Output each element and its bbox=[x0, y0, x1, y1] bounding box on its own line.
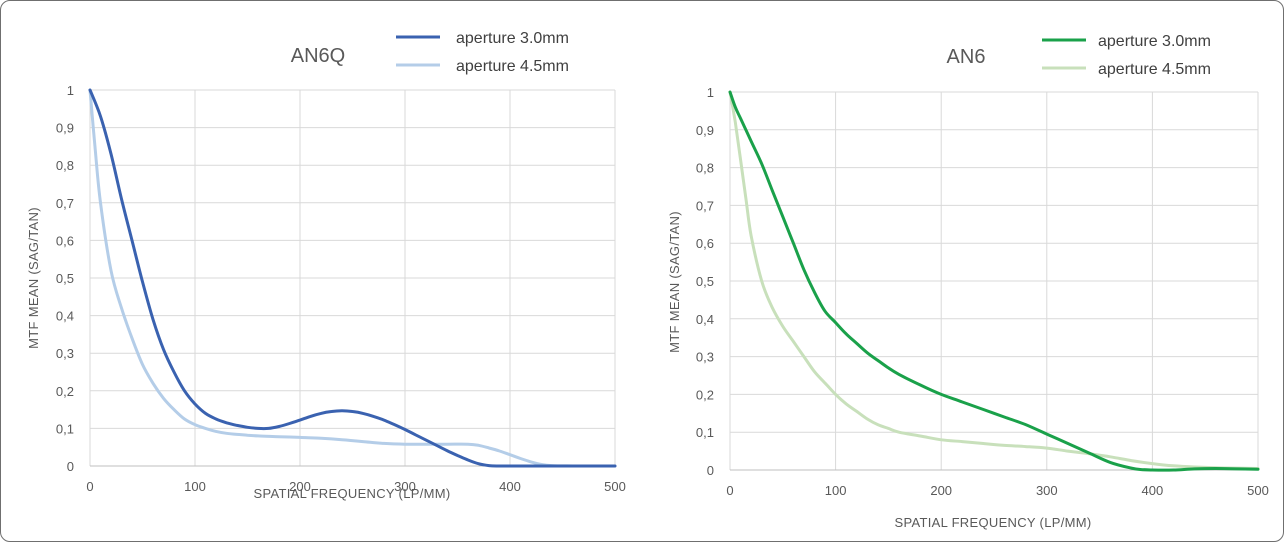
y-tick-label: 0,9 bbox=[56, 121, 74, 136]
x-tick-label: 500 bbox=[1247, 483, 1269, 498]
x-tick-label: 200 bbox=[930, 483, 952, 498]
legend-label: aperture 3.0mm bbox=[456, 30, 569, 47]
y-tick-label: 0 bbox=[707, 463, 714, 478]
y-tick-label: 0,5 bbox=[696, 274, 714, 289]
x-tick-label: 0 bbox=[86, 479, 93, 494]
chart-an6: 0 0,1 0,2 0,3 0,4 0,5 0,6 0,7 0,8 0,9 1 0 100 200 300 4… bbox=[667, 33, 1269, 530]
x-tick-label: 400 bbox=[1142, 483, 1164, 498]
y-tick-label: 0,4 bbox=[56, 309, 74, 324]
y-tick-label: 1 bbox=[67, 83, 74, 98]
y-tick-label: 1 bbox=[707, 85, 714, 100]
y-tick-label: 0,2 bbox=[56, 384, 74, 399]
x-axis-label: SPATIAL FREQUENCY (LP/MM) bbox=[895, 515, 1092, 530]
y-tick-label: 0,4 bbox=[696, 312, 714, 327]
legend-label: aperture 4.5mm bbox=[1098, 61, 1211, 78]
y-tick-label: 0,1 bbox=[56, 421, 74, 436]
legend: aperture 3.0mm aperture 4.5mm bbox=[1042, 33, 1211, 78]
legend: aperture 3.0mm aperture 4.5mm bbox=[396, 30, 569, 75]
legend-label: aperture 3.0mm bbox=[1098, 33, 1211, 50]
x-tick-label: 0 bbox=[726, 483, 733, 498]
y-tick-label: 0,5 bbox=[56, 271, 74, 286]
x-tick-label: 100 bbox=[184, 479, 206, 494]
y-tick-label: 0,2 bbox=[696, 387, 714, 402]
y-axis-label: MTF MEAN (SAG/TAN) bbox=[26, 207, 41, 349]
y-axis-label: MTF MEAN (SAG/TAN) bbox=[667, 211, 682, 353]
x-tick-label: 100 bbox=[825, 483, 847, 498]
x-tick-label: 300 bbox=[1036, 483, 1058, 498]
y-tick-label: 0,7 bbox=[696, 198, 714, 213]
legend-label: aperture 4.5mm bbox=[456, 58, 569, 75]
series-line-aperture-3-0mm bbox=[728, 90, 1260, 472]
x-tick-label: 500 bbox=[604, 479, 626, 494]
y-tick-label: 0,3 bbox=[696, 350, 714, 365]
y-tick-label: 0 bbox=[67, 459, 74, 474]
y-tick-label: 0,8 bbox=[56, 158, 74, 173]
y-tick-label: 0,7 bbox=[56, 196, 74, 211]
chart-title: AN6Q bbox=[291, 45, 345, 67]
chart-an6q: 0 0,1 0,2 0,3 0,4 0,5 0,6 0,7 0,8 0,9 1 0 100 200 300 4… bbox=[26, 30, 626, 501]
y-tick-label: 0,9 bbox=[696, 123, 714, 138]
x-axis-label: SPATIAL FREQUENCY (LP/MM) bbox=[254, 486, 451, 501]
chart-title: AN6 bbox=[947, 46, 986, 68]
series-line-aperture-3-0mm bbox=[88, 88, 617, 468]
series-line-aperture-4-5mm bbox=[88, 88, 617, 468]
x-tick-label: 400 bbox=[499, 479, 521, 494]
x-tick-label: 200 bbox=[289, 479, 311, 494]
x-tick-label: 300 bbox=[394, 479, 416, 494]
y-tick-label: 0,6 bbox=[696, 236, 714, 251]
y-tick-label: 0,1 bbox=[696, 425, 714, 440]
y-tick-label: 0,8 bbox=[696, 161, 714, 176]
series-line-aperture-4-5mm bbox=[728, 90, 1260, 470]
y-tick-label: 0,6 bbox=[56, 233, 74, 248]
y-tick-label: 0,3 bbox=[56, 346, 74, 361]
